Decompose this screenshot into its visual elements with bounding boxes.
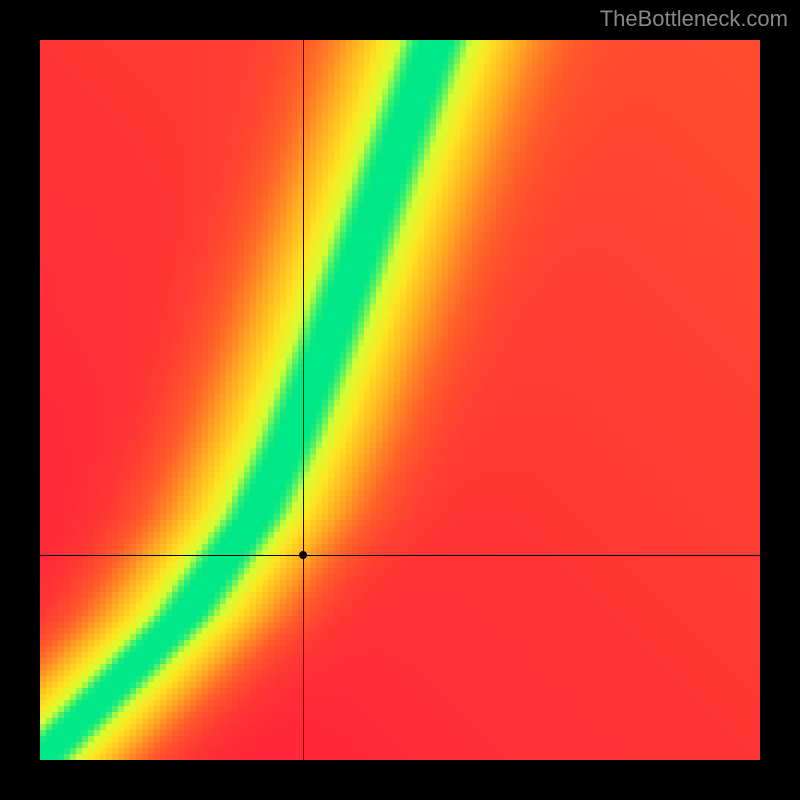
heatmap-canvas [40,40,760,760]
crosshair-marker [299,551,307,559]
plot-area [40,40,760,760]
watermark-text: TheBottleneck.com [600,6,788,32]
chart-container: TheBottleneck.com [0,0,800,800]
crosshair-horizontal [40,555,760,556]
crosshair-vertical [303,40,304,760]
